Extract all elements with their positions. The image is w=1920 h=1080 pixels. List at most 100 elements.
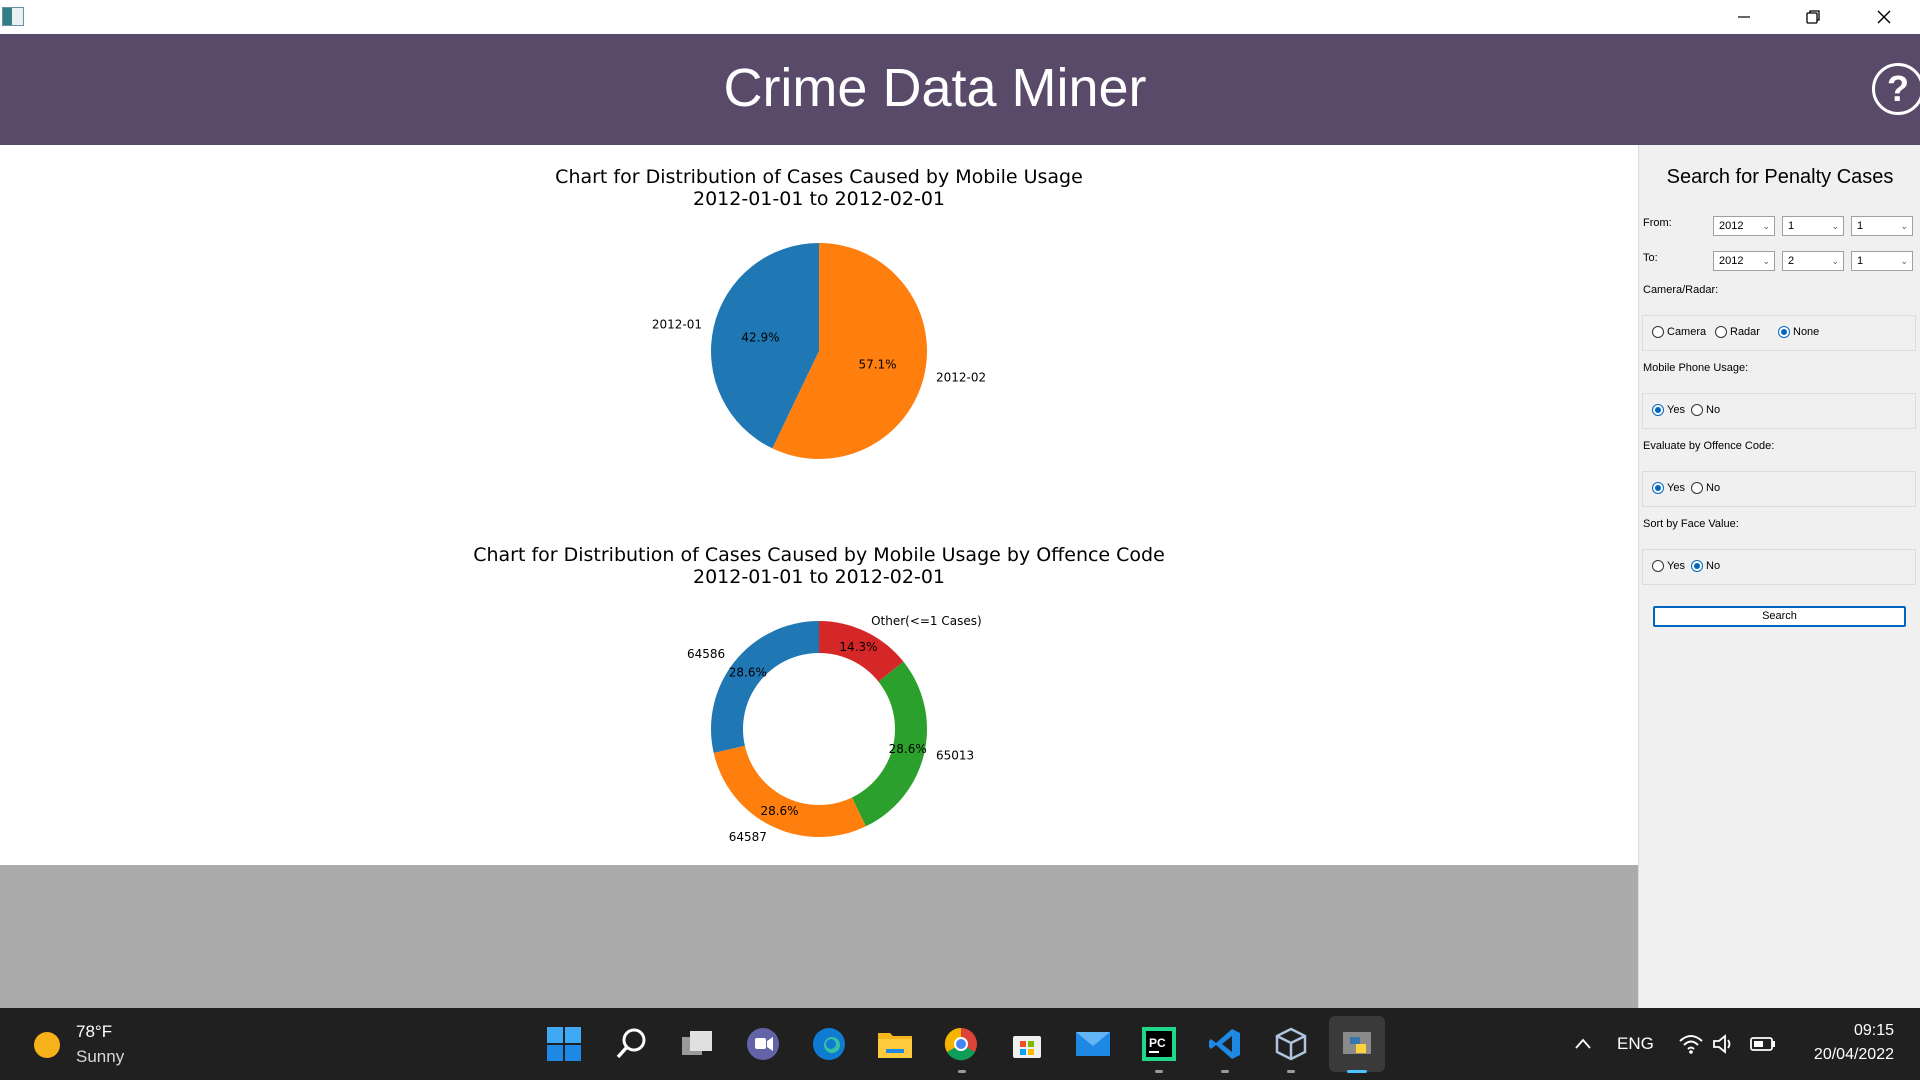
radio-dot xyxy=(1691,482,1703,494)
radio-dot xyxy=(1691,404,1703,416)
mobile-no-radio[interactable]: No xyxy=(1691,404,1720,416)
weather-temp[interactable]: 78°F xyxy=(76,1022,113,1041)
task-view-icon[interactable] xyxy=(677,1024,717,1064)
pie-slice-64586 xyxy=(711,621,819,754)
face-value-label: Sort by Face Value: xyxy=(1643,518,1739,530)
wifi-icon[interactable] xyxy=(1671,1024,1711,1064)
offence-no-radio[interactable]: No xyxy=(1691,482,1720,494)
vscode-icon[interactable] xyxy=(1205,1024,1245,1064)
pie-slice-64587 xyxy=(713,745,866,837)
close-button[interactable] xyxy=(1849,0,1919,34)
teams-chat-icon[interactable] xyxy=(743,1024,783,1064)
from-label: From: xyxy=(1643,217,1672,229)
restore-button[interactable] xyxy=(1778,0,1848,34)
virtualbox-icon[interactable] xyxy=(1271,1024,1311,1064)
from-day-select[interactable]: 1 ⌄ xyxy=(1851,216,1913,236)
pie-percent-label: 14.3% xyxy=(839,640,877,654)
radar-radio[interactable]: Radar xyxy=(1715,326,1760,338)
pie-category-label: 64587 xyxy=(729,830,767,844)
to-year-value: 2012 xyxy=(1719,255,1744,267)
from-month-select[interactable]: 1 ⌄ xyxy=(1782,216,1844,236)
to-label: To: xyxy=(1643,252,1658,264)
pie-percent-label: 28.6% xyxy=(760,804,798,818)
empty-canvas-area xyxy=(0,865,1638,1008)
pie-category-label: 65013 xyxy=(936,749,974,763)
search-icon[interactable] xyxy=(611,1024,651,1064)
battery-icon[interactable] xyxy=(1743,1024,1783,1064)
radio-dot xyxy=(1652,560,1664,572)
svg-text:PC: PC xyxy=(1149,1036,1166,1050)
chart2-title-line2: 2012-01-01 to 2012-02-01 xyxy=(693,566,945,588)
store-icon[interactable] xyxy=(1007,1024,1047,1064)
language-indicator[interactable]: ENG xyxy=(1617,1034,1654,1053)
camera-radar-group: Camera Radar None xyxy=(1642,315,1916,351)
camera-radio[interactable]: Camera xyxy=(1652,326,1706,338)
chart1-title-line1: Chart for Distribution of Cases Caused b… xyxy=(555,166,1083,188)
running-indicator xyxy=(1287,1070,1295,1073)
app-title: Crime Data Miner xyxy=(723,58,1147,118)
mail-icon[interactable] xyxy=(1073,1024,1113,1064)
offence-yes-label: Yes xyxy=(1667,482,1685,494)
file-explorer-icon[interactable] xyxy=(875,1024,915,1064)
app-header: Crime Data Miner ? xyxy=(0,34,1920,145)
from-year-value: 2012 xyxy=(1719,220,1744,232)
volume-icon[interactable] xyxy=(1704,1024,1744,1064)
offence-code-label: Evaluate by Offence Code: xyxy=(1643,440,1775,452)
pycharm-icon[interactable]: PC xyxy=(1139,1024,1179,1064)
clock-date[interactable]: 20/04/2022 xyxy=(1813,1046,1894,1063)
radar-radio-label: Radar xyxy=(1730,326,1760,338)
pie-percent-label: 28.6% xyxy=(729,665,767,679)
face-no-radio[interactable]: No xyxy=(1691,560,1720,572)
chevron-down-icon: ⌄ xyxy=(1762,221,1770,231)
face-no-label: No xyxy=(1706,560,1721,572)
face-yes-radio[interactable]: Yes xyxy=(1652,560,1685,572)
mobile-yes-radio[interactable]: Yes xyxy=(1652,404,1685,416)
app-icon xyxy=(2,7,24,26)
running-indicator xyxy=(958,1070,966,1073)
chevron-down-icon: ⌄ xyxy=(1900,256,1908,266)
minimize-button[interactable] xyxy=(1709,0,1779,34)
chart2-title-line1: Chart for Distribution of Cases Caused b… xyxy=(473,544,1165,566)
pie-category-label: Other(<=1 Cases) xyxy=(871,614,982,628)
radio-dot-selected xyxy=(1652,404,1664,416)
chrome-icon[interactable] xyxy=(941,1024,981,1064)
pie-percent-label: 28.6% xyxy=(889,742,927,756)
donut-chart-offence-code: 28.6% 64586 28.6% 64587 28.6% 65013 14.3% Other… xyxy=(687,614,982,844)
face-yes-label: Yes xyxy=(1667,560,1685,572)
edge-icon[interactable] xyxy=(809,1024,849,1064)
chart1-title-line2: 2012-01-01 to 2012-02-01 xyxy=(693,188,945,210)
to-year-select[interactable]: 2012 ⌄ xyxy=(1713,251,1775,271)
chevron-up-icon[interactable] xyxy=(1563,1024,1603,1064)
none-radio-label: None xyxy=(1793,326,1820,338)
pie-category-label: 2012-02 xyxy=(936,371,986,385)
radio-dot xyxy=(1652,326,1664,338)
clock-time[interactable]: 09:15 xyxy=(1853,1022,1894,1039)
pie-percent-label: 57.1% xyxy=(858,357,896,371)
weather-sun-icon[interactable] xyxy=(34,1032,60,1058)
pie-slice-65013 xyxy=(851,661,928,827)
pie-slice-2012-01 xyxy=(711,243,819,449)
minimize-icon xyxy=(1738,16,1750,18)
mobile-yes-label: Yes xyxy=(1667,404,1685,416)
from-year-select[interactable]: 2012 ⌄ xyxy=(1713,216,1775,236)
chart-canvas: Chart for Distribution of Cases Caused b… xyxy=(0,145,1638,865)
to-day-select[interactable]: 1 ⌄ xyxy=(1851,251,1913,271)
offence-yes-radio[interactable]: Yes xyxy=(1652,482,1685,494)
to-month-value: 2 xyxy=(1788,255,1795,267)
python-app-icon[interactable] xyxy=(1337,1024,1377,1064)
charts-svg: Chart for Distribution of Cases Caused b… xyxy=(473,166,1165,844)
close-icon xyxy=(1877,10,1891,24)
chevron-down-icon: ⌄ xyxy=(1831,256,1839,266)
weather-condition[interactable]: Sunny xyxy=(76,1047,125,1066)
mobile-usage-label: Mobile Phone Usage: xyxy=(1643,362,1749,374)
search-button[interactable]: Search xyxy=(1653,606,1906,627)
radio-dot-selected xyxy=(1778,326,1790,338)
running-indicator xyxy=(1221,1070,1229,1073)
from-day-value: 1 xyxy=(1857,220,1864,232)
radio-dot-selected xyxy=(1652,482,1664,494)
help-button[interactable]: ? xyxy=(1872,63,1920,115)
mobile-no-label: No xyxy=(1706,404,1721,416)
none-radio[interactable]: None xyxy=(1778,326,1819,338)
start-icon[interactable] xyxy=(544,1024,584,1064)
to-month-select[interactable]: 2 ⌄ xyxy=(1782,251,1844,271)
